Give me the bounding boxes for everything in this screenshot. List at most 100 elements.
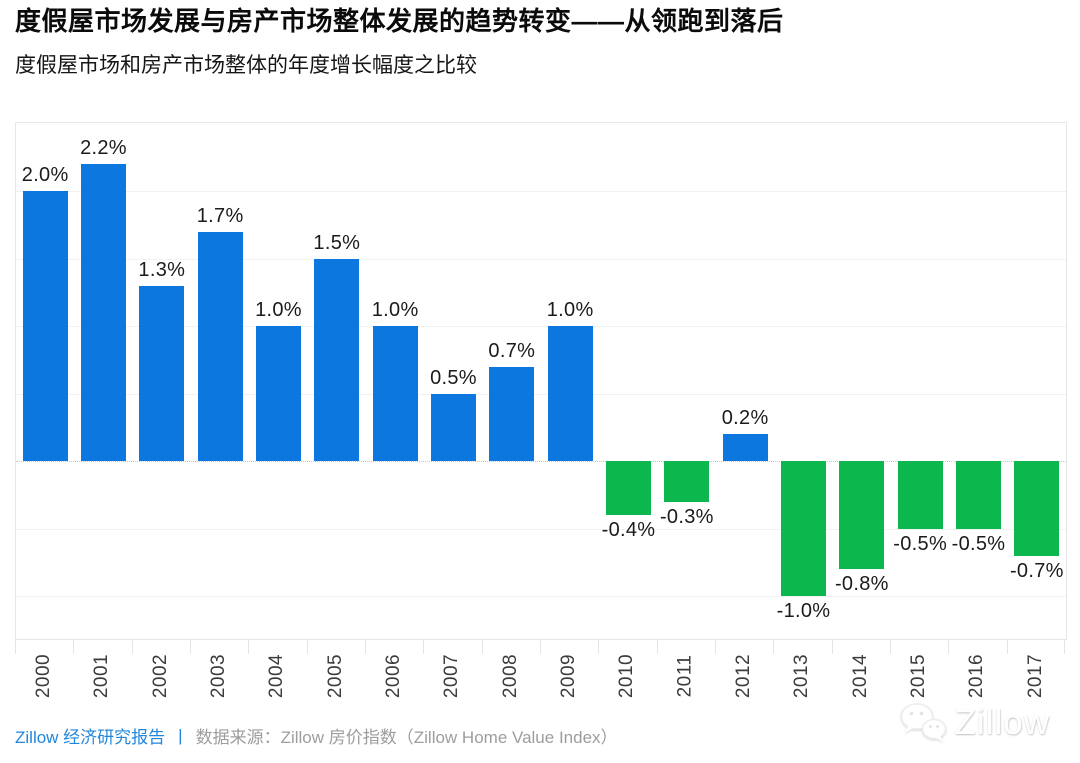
wechat-icon — [900, 703, 946, 742]
gridline--1% — [16, 596, 1066, 597]
page-title: 度假屋市场发展与房产市场整体发展的趋势转变——从领跑到落后 — [15, 6, 784, 36]
bar-value-label-2005: 1.5% — [313, 231, 361, 254]
bar-value-label-2010: -0.4% — [601, 519, 656, 541]
x-axis-tick — [131, 639, 133, 654]
x-axis-tick — [656, 639, 658, 654]
bar-2008 — [489, 366, 535, 461]
bar-value-label-2013: -1.0% — [776, 600, 831, 622]
year-label-text: 2002 — [149, 653, 171, 699]
x-axis-tick — [890, 639, 891, 654]
watermark-text: Zillow — [954, 703, 1050, 742]
bar-2017 — [1014, 461, 1060, 556]
bar-value-label-2011: -0.3% — [659, 505, 714, 528]
x-axis-tick — [715, 639, 716, 654]
year-label-text: 2007 — [441, 653, 463, 699]
bar-value-label-2014: -0.8% — [834, 573, 889, 595]
bar-value-label-2001: 2.2% — [80, 137, 127, 159]
x-tick-label-2005: 2005 — [307, 643, 365, 709]
year-label-text: 2016 — [966, 653, 988, 699]
bar-2011 — [664, 461, 710, 502]
year-label-text: 2010 — [616, 653, 638, 699]
bar-2010 — [606, 461, 651, 515]
year-label-text: 2003 — [208, 653, 230, 699]
bar-2016 — [956, 461, 1001, 529]
year-label-text: 2006 — [383, 653, 405, 699]
year-label-text: 2017 — [1024, 653, 1046, 699]
x-axis-tick — [831, 639, 833, 654]
bar-value-label-2015: -0.5% — [893, 532, 948, 555]
x-axis-tick — [1064, 639, 1065, 654]
bar-2001 — [81, 164, 126, 461]
bar-2003 — [197, 231, 243, 461]
bar-value-label-2002: 1.3% — [138, 258, 186, 281]
bar-2009 — [547, 326, 593, 461]
footer-separator-icon: | — [178, 725, 183, 745]
bar-value-label-2006: 1.0% — [371, 299, 419, 321]
gridline-0.5% — [16, 393, 1066, 395]
year-label-text: 2013 — [791, 653, 813, 699]
x-tick-label-2011: 2011 — [657, 643, 715, 709]
bar-value-label-2016: -0.5% — [951, 532, 1006, 555]
bar-2014 — [839, 461, 885, 569]
x-axis-tick — [773, 639, 775, 654]
year-label-text: 2001 — [91, 653, 113, 699]
year-label-text: 2011 — [674, 654, 696, 698]
x-tick-label-2006: 2006 — [365, 643, 423, 709]
x-axis-tick — [481, 639, 483, 654]
x-tick-label-2014: 2014 — [832, 643, 890, 709]
bar-value-label-2009: 1.0% — [546, 299, 594, 321]
year-label-text: 2009 — [558, 653, 580, 699]
page-subtitle: 度假屋市场和房产市场整体的年度增长幅度之比较 — [15, 54, 477, 77]
bar-value-label-2012: 0.2% — [721, 407, 769, 429]
x-tick-label-2016: 2016 — [948, 643, 1006, 709]
footer-source: 数据来源：Zillow 房价指数（Zillow Home Value Index… — [195, 728, 618, 747]
gridline-1.5% — [16, 258, 1066, 260]
x-tick-label-2000: 2000 — [15, 643, 73, 709]
x-tick-label-2017: 2017 — [1007, 643, 1065, 709]
year-label-text: 2005 — [324, 653, 346, 699]
x-tick-label-2003: 2003 — [190, 643, 248, 709]
year-label-text: 2014 — [849, 653, 871, 699]
x-tick-label-2007: 2007 — [423, 643, 481, 709]
x-tick-label-2013: 2013 — [773, 643, 831, 709]
x-axis-tick — [15, 639, 16, 654]
year-label-text: 2004 — [266, 653, 288, 699]
x-axis-tick — [248, 639, 250, 654]
footer-brand: Zillow 经济研究报告 — [15, 728, 166, 747]
x-tick-label-2015: 2015 — [890, 643, 948, 709]
x-tick-label-2008: 2008 — [482, 643, 540, 709]
bar-value-label-2004: 1.0% — [255, 299, 302, 321]
gridline--0.5% — [16, 528, 1066, 530]
year-label-text: 2000 — [33, 653, 55, 699]
bar-2007 — [431, 393, 476, 461]
x-axis-tick — [1006, 639, 1008, 654]
zero-line — [16, 461, 1066, 462]
year-label-text: 2012 — [733, 653, 755, 699]
x-axis: 2000 2001 2002 2003 2004 2005 2006 2007 2008 2009… — [15, 639, 1065, 711]
year-label-text: 2008 — [499, 653, 521, 699]
bar-2004 — [256, 326, 301, 461]
x-tick-label-2012: 2012 — [715, 643, 773, 709]
bar-2012 — [722, 434, 768, 461]
footer: Zillow 经济研究报告 | 数据来源：Zillow 房价指数（Zillow … — [15, 723, 618, 748]
gridline-1% — [16, 326, 1066, 327]
bar-2006 — [372, 326, 418, 461]
x-axis-tick — [73, 639, 75, 654]
x-tick-label-2004: 2004 — [248, 643, 306, 709]
x-axis-tick — [306, 639, 308, 654]
bar-value-label-2003: 1.7% — [196, 204, 244, 227]
x-tick-label-2010: 2010 — [598, 643, 656, 709]
bar-2000 — [22, 191, 68, 461]
x-axis-tick — [365, 639, 366, 654]
x-axis-tick — [598, 639, 600, 654]
x-tick-label-2002: 2002 — [132, 643, 190, 709]
watermark: Zillow — [898, 701, 1050, 745]
bar-2013 — [781, 461, 826, 596]
bar-value-label-2008: 0.7% — [488, 339, 536, 362]
bar-value-label-2007: 0.5% — [430, 366, 477, 389]
bar-2002 — [139, 285, 185, 461]
bar-value-label-2017: -0.7% — [1009, 559, 1064, 582]
x-tick-label-2001: 2001 — [73, 643, 131, 709]
bar-2015 — [897, 461, 943, 529]
gridline-2% — [16, 191, 1066, 192]
